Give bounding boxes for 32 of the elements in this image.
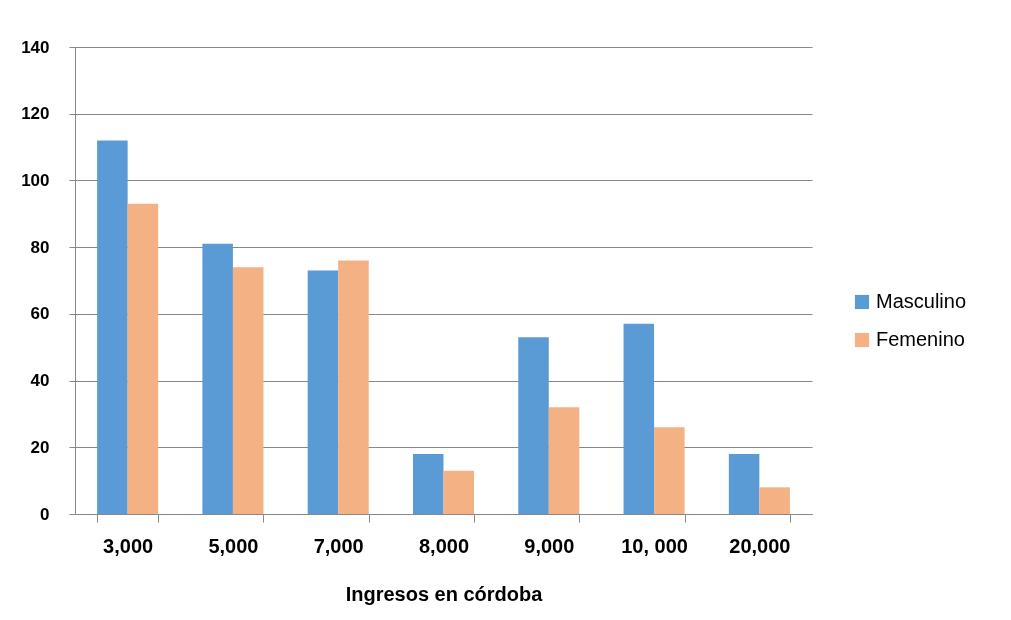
legend-label: Masculino bbox=[876, 290, 967, 312]
bar bbox=[518, 337, 549, 514]
bar bbox=[654, 427, 685, 514]
bar bbox=[338, 260, 369, 514]
bar bbox=[443, 470, 475, 514]
y-tick-label: 40 bbox=[30, 371, 50, 391]
bar bbox=[232, 267, 264, 514]
bar bbox=[127, 203, 159, 514]
y-tick-label: 140 bbox=[21, 37, 50, 57]
y-tick-label: 20 bbox=[30, 437, 50, 457]
x-tick-label: 3,000 bbox=[103, 534, 154, 557]
bar bbox=[97, 140, 128, 514]
x-axis-title: Ingresos en córdoba bbox=[345, 582, 544, 605]
y-tick-label: 0 bbox=[40, 504, 50, 524]
x-tick-label: 7,000 bbox=[313, 534, 364, 557]
bar bbox=[202, 243, 233, 514]
bar bbox=[548, 407, 580, 514]
x-tick-label: 5,000 bbox=[208, 534, 259, 557]
y-tick-label: 100 bbox=[21, 170, 50, 190]
bar bbox=[759, 487, 790, 514]
y-tick-label: 60 bbox=[30, 304, 50, 324]
bar bbox=[728, 453, 760, 514]
bar bbox=[412, 453, 444, 514]
x-tick-label: 8,000 bbox=[418, 534, 470, 557]
bar bbox=[623, 323, 655, 514]
y-tick-label: 120 bbox=[21, 104, 50, 124]
x-tick-label: 10, 000 bbox=[621, 534, 688, 557]
legend-label: Femenino bbox=[876, 328, 965, 350]
x-tick-label: 9,000 bbox=[524, 534, 575, 557]
x-tick-label: 20,000 bbox=[729, 534, 791, 557]
bar bbox=[307, 270, 339, 514]
y-tick-label: 80 bbox=[30, 237, 50, 257]
